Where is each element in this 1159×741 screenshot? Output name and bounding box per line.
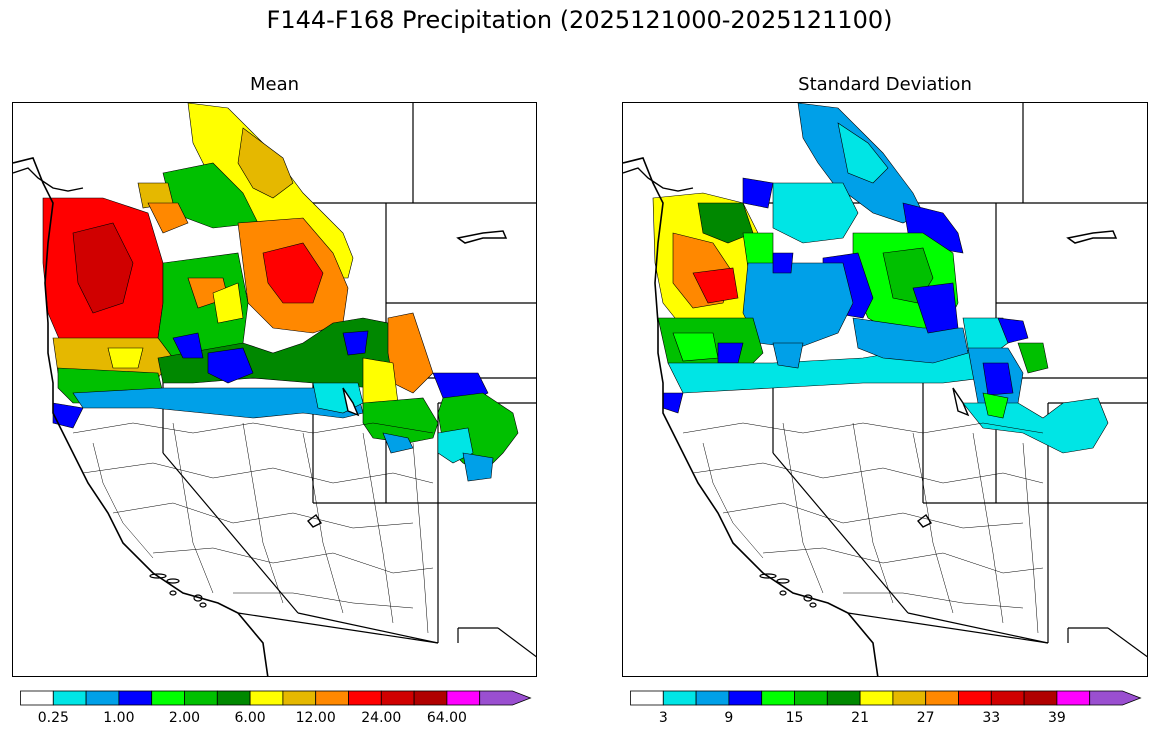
colorbar-tick-label: 12.00 [295,710,336,726]
colorbar-tick-label: 3 [658,710,668,726]
mean-panel-title: Mean [249,74,300,95]
coastline [13,157,269,676]
colorbar-swatch [184,690,218,706]
colorbar-swatch [315,690,349,706]
colorbar-tick-label: 6.00 [234,710,266,726]
colorbar-tick-label: 39 [1047,710,1066,726]
colorbar-swatch [348,690,382,706]
stddev-map-canvas [623,103,1147,676]
basin-outlines [72,422,434,634]
colorbar-swatch [20,690,54,706]
mean-map [12,102,537,677]
colorbar-swatch [662,690,697,706]
colorbar-tick-label: 9 [724,710,734,726]
figure-title: F144-F168 Precipitation (2025121000-2025… [266,6,893,34]
basin-outlines [682,422,1044,634]
colorbar-swatch [85,690,120,706]
colorbar-swatch [826,690,861,706]
colorbar-swatch [52,690,87,706]
colorbar-swatch [990,690,1025,706]
strait-coastline [13,167,84,192]
colorbar-tick-label: 1.00 [103,710,135,726]
mean-colorbar-svg [20,690,532,706]
precip-fill-regions [42,103,519,482]
stddev-colorbar [630,690,1142,710]
channel-islands [149,573,207,608]
colorbar-swatch [479,690,532,706]
colorbar-swatch [925,690,959,706]
colorbar-swatch [728,690,763,706]
stddev-colorbar-swatches [630,690,1142,706]
colorbar-tick-label: 21 [851,710,870,726]
colorbar-tick-label: 15 [785,710,804,726]
colorbar-swatch [151,690,185,706]
colorbar-tick-label: 64.00 [426,710,467,726]
colorbar-tick-label: 2.00 [168,710,201,726]
colorbar-swatch [794,690,828,706]
colorbar-swatch [282,690,317,706]
colorbar-swatch [892,690,927,706]
lake-mead [306,513,323,528]
great-salt-lake [342,387,360,417]
lake-shape [1066,230,1118,244]
great-salt-lake [952,387,970,417]
stddev-colorbar-svg [630,690,1142,706]
mean-colorbar [20,690,532,710]
mean-map-canvas [13,103,536,676]
colorbar-swatch [859,690,894,706]
colorbar-swatch [249,690,284,706]
colorbar-swatch [446,690,481,706]
colorbar-swatch [958,690,992,706]
colorbar-tick-label: 33 [982,710,1001,726]
colorbar-swatch [1056,690,1091,706]
colorbar-swatch [761,690,795,706]
lake-shape [456,230,508,244]
strait-coastline [623,167,694,192]
colorbar-swatch [118,690,153,706]
colorbar-tick-label: 24.00 [361,710,402,726]
colorbar-swatch [413,690,448,706]
channel-islands [759,573,817,608]
stddev-panel-title: Standard Deviation [798,74,972,95]
colorbar-tick-label: 0.25 [37,710,69,726]
stddev-fill-regions [652,103,1109,454]
colorbar-swatch [1023,690,1058,706]
colorbar-swatch [1089,690,1142,706]
colorbar-swatch [216,690,251,706]
stddev-map [622,102,1148,677]
colorbar-swatch [695,690,730,706]
lake-mead [916,513,933,528]
colorbar-swatch [380,690,415,706]
colorbar-tick-label: 27 [916,710,935,726]
colorbar-swatch [630,690,664,706]
coastline [623,157,879,676]
mean-colorbar-swatches [20,690,532,706]
